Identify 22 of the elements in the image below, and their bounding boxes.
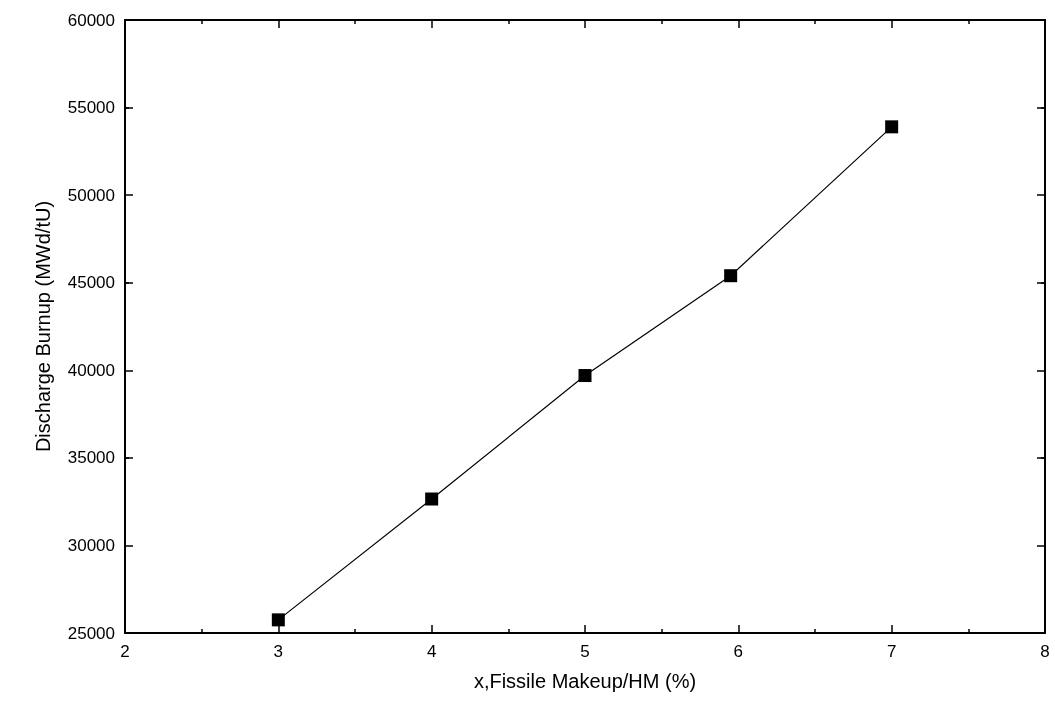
y-tick-label: 60000	[67, 10, 115, 30]
point	[724, 269, 738, 283]
x-tick-label: 5	[580, 642, 590, 661]
x-tick-label: 7	[886, 642, 897, 661]
y-tick-label: 35000	[67, 448, 115, 468]
y-tick-label: 30000	[67, 535, 115, 555]
x-tick-label: 8	[1040, 642, 1050, 661]
y-tick-label: 45000	[67, 273, 115, 293]
point	[578, 369, 592, 383]
point	[271, 613, 285, 627]
y-axis-title: Discharge Burnup (MWd/tU)	[32, 200, 54, 453]
y-tick-label: 50000	[67, 185, 115, 205]
x-tick-label: 2	[120, 642, 130, 661]
y-tick-label: 40000	[67, 360, 115, 380]
y-tick-label: 55000	[67, 98, 115, 118]
x-tick-label: 3	[273, 642, 284, 661]
point	[425, 492, 439, 506]
x-axis-title: x,Fissile Makeup/HM (%)	[473, 670, 697, 692]
x-tick-label: 6	[733, 642, 744, 661]
y-tick-label: 25000	[67, 623, 115, 643]
point	[885, 120, 899, 134]
x-tick-label: 4	[426, 642, 437, 661]
